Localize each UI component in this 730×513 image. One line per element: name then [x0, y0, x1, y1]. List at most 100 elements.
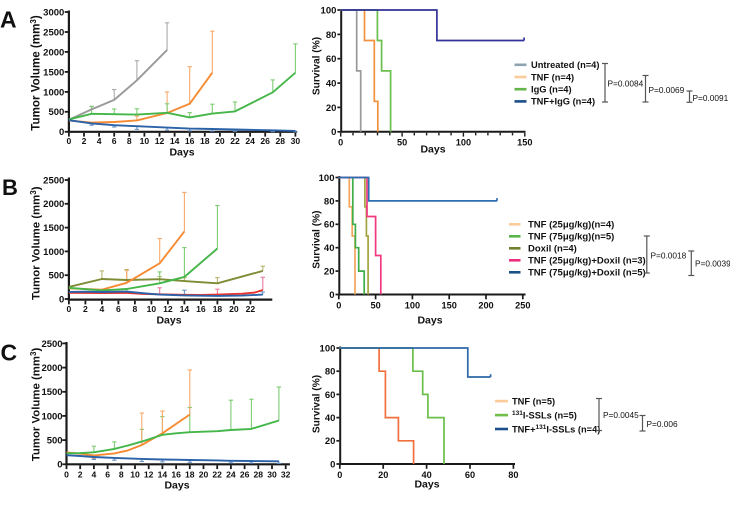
svg-text:TNF (75μg/kg)+Doxil (n=5): TNF (75μg/kg)+Doxil (n=5) [528, 268, 646, 279]
svg-text:14: 14 [158, 470, 168, 480]
svg-text:6: 6 [112, 136, 117, 146]
svg-text:10: 10 [147, 304, 157, 314]
svg-text:Days: Days [420, 144, 445, 156]
svg-text:Survival (%): Survival (%) [312, 37, 323, 95]
svg-text:14: 14 [180, 304, 190, 314]
svg-text:250: 250 [515, 301, 530, 311]
svg-text:P=0.0045: P=0.0045 [603, 410, 639, 420]
svg-text:Days: Days [417, 314, 442, 326]
svg-text:12: 12 [163, 304, 173, 314]
svg-text:IgG (n=4): IgG (n=4) [531, 85, 572, 95]
svg-text:TNF (25μg/kg)+Doxil (n=3): TNF (25μg/kg)+Doxil (n=3) [528, 256, 646, 267]
svg-text:28: 28 [254, 470, 264, 480]
svg-text:0: 0 [329, 290, 334, 301]
svg-text:Days: Days [164, 480, 189, 492]
svg-text:14: 14 [170, 136, 180, 146]
svg-text:Untreated (n=4): Untreated (n=4) [531, 60, 599, 70]
svg-text:22: 22 [212, 470, 222, 480]
svg-text:1500: 1500 [43, 67, 64, 78]
svg-text:TNF+131I-SSLs (n=4): TNF+131I-SSLs (n=4) [512, 424, 600, 434]
svg-text:24: 24 [245, 136, 255, 146]
svg-text:22: 22 [230, 136, 240, 146]
svg-text:Days: Days [156, 314, 181, 326]
svg-text:100: 100 [456, 138, 471, 148]
svg-text:16: 16 [171, 470, 181, 480]
svg-text:100: 100 [321, 5, 337, 16]
svg-text:8: 8 [127, 136, 132, 146]
svg-text:12: 12 [144, 470, 154, 480]
svg-text:100: 100 [319, 173, 335, 184]
svg-text:4: 4 [92, 470, 97, 480]
svg-text:200: 200 [478, 301, 493, 311]
svg-text:40: 40 [421, 470, 431, 480]
svg-text:P=0.006: P=0.006 [647, 419, 679, 429]
svg-text:20: 20 [378, 470, 388, 480]
svg-text:A: A [0, 7, 17, 33]
svg-text:100: 100 [405, 301, 420, 311]
svg-text:Survival (%): Survival (%) [312, 375, 323, 433]
svg-text:2000: 2000 [41, 363, 62, 374]
svg-text:P=0.0084: P=0.0084 [608, 79, 644, 89]
svg-text:16: 16 [196, 304, 206, 314]
svg-text:2: 2 [78, 470, 83, 480]
svg-text:500: 500 [48, 107, 64, 118]
svg-text:P=0.0039: P=0.0039 [695, 259, 730, 269]
svg-text:TNF+IgG (n=4): TNF+IgG (n=4) [531, 97, 595, 107]
svg-text:500: 500 [47, 436, 63, 447]
svg-text:P=0.0018: P=0.0018 [651, 251, 687, 261]
svg-text:2: 2 [83, 304, 88, 314]
svg-text:80: 80 [508, 470, 518, 480]
svg-text:10: 10 [140, 136, 150, 146]
svg-text:80: 80 [326, 30, 337, 41]
svg-text:2500: 2500 [43, 175, 64, 186]
svg-text:Days: Days [414, 479, 439, 491]
svg-text:2000: 2000 [43, 199, 64, 210]
svg-text:6: 6 [105, 470, 110, 480]
svg-text:20: 20 [324, 267, 335, 278]
svg-text:50: 50 [370, 301, 380, 311]
svg-text:150: 150 [517, 138, 532, 148]
svg-text:150: 150 [442, 301, 457, 311]
svg-text:0: 0 [330, 459, 335, 470]
svg-text:26: 26 [240, 470, 250, 480]
svg-text:20: 20 [229, 304, 239, 314]
svg-text:20: 20 [325, 436, 336, 447]
svg-text:20: 20 [199, 470, 209, 480]
svg-text:18: 18 [213, 304, 223, 314]
svg-text:TNF (n=4): TNF (n=4) [531, 72, 574, 82]
svg-text:C: C [1, 340, 18, 366]
svg-text:2: 2 [82, 136, 87, 146]
svg-text:32: 32 [281, 470, 291, 480]
svg-text:40: 40 [325, 413, 336, 424]
svg-text:20: 20 [326, 103, 337, 114]
svg-text:28: 28 [276, 136, 286, 146]
svg-text:6: 6 [116, 304, 121, 314]
svg-text:50: 50 [397, 138, 407, 148]
svg-text:16: 16 [185, 136, 195, 146]
svg-text:TNF (n=5): TNF (n=5) [512, 396, 555, 406]
svg-text:18: 18 [185, 470, 195, 480]
svg-text:12: 12 [155, 136, 165, 146]
svg-text:Survival (%): Survival (%) [312, 210, 323, 268]
svg-text:0: 0 [336, 301, 341, 311]
svg-text:P=0.0091: P=0.0091 [693, 93, 729, 103]
svg-text:Days: Days [169, 147, 194, 159]
svg-text:2500: 2500 [43, 27, 64, 38]
svg-text:8: 8 [119, 470, 124, 480]
svg-text:4: 4 [100, 304, 105, 314]
svg-text:30: 30 [267, 470, 277, 480]
svg-text:131I-SSLs (n=5): 131I-SSLs (n=5) [512, 410, 577, 420]
svg-text:2500: 2500 [41, 339, 62, 350]
svg-text:80: 80 [325, 367, 336, 378]
svg-text:0: 0 [338, 138, 343, 148]
svg-text:40: 40 [326, 79, 337, 90]
svg-text:0: 0 [337, 470, 342, 480]
svg-text:500: 500 [48, 271, 64, 282]
svg-text:100: 100 [320, 343, 336, 354]
svg-text:10: 10 [130, 470, 140, 480]
svg-text:26: 26 [260, 136, 270, 146]
svg-text:1000: 1000 [43, 247, 64, 258]
svg-text:18: 18 [200, 136, 210, 146]
svg-text:4: 4 [97, 136, 102, 146]
svg-text:Tumor Volume (mm3): Tumor Volume (mm3) [29, 186, 43, 300]
